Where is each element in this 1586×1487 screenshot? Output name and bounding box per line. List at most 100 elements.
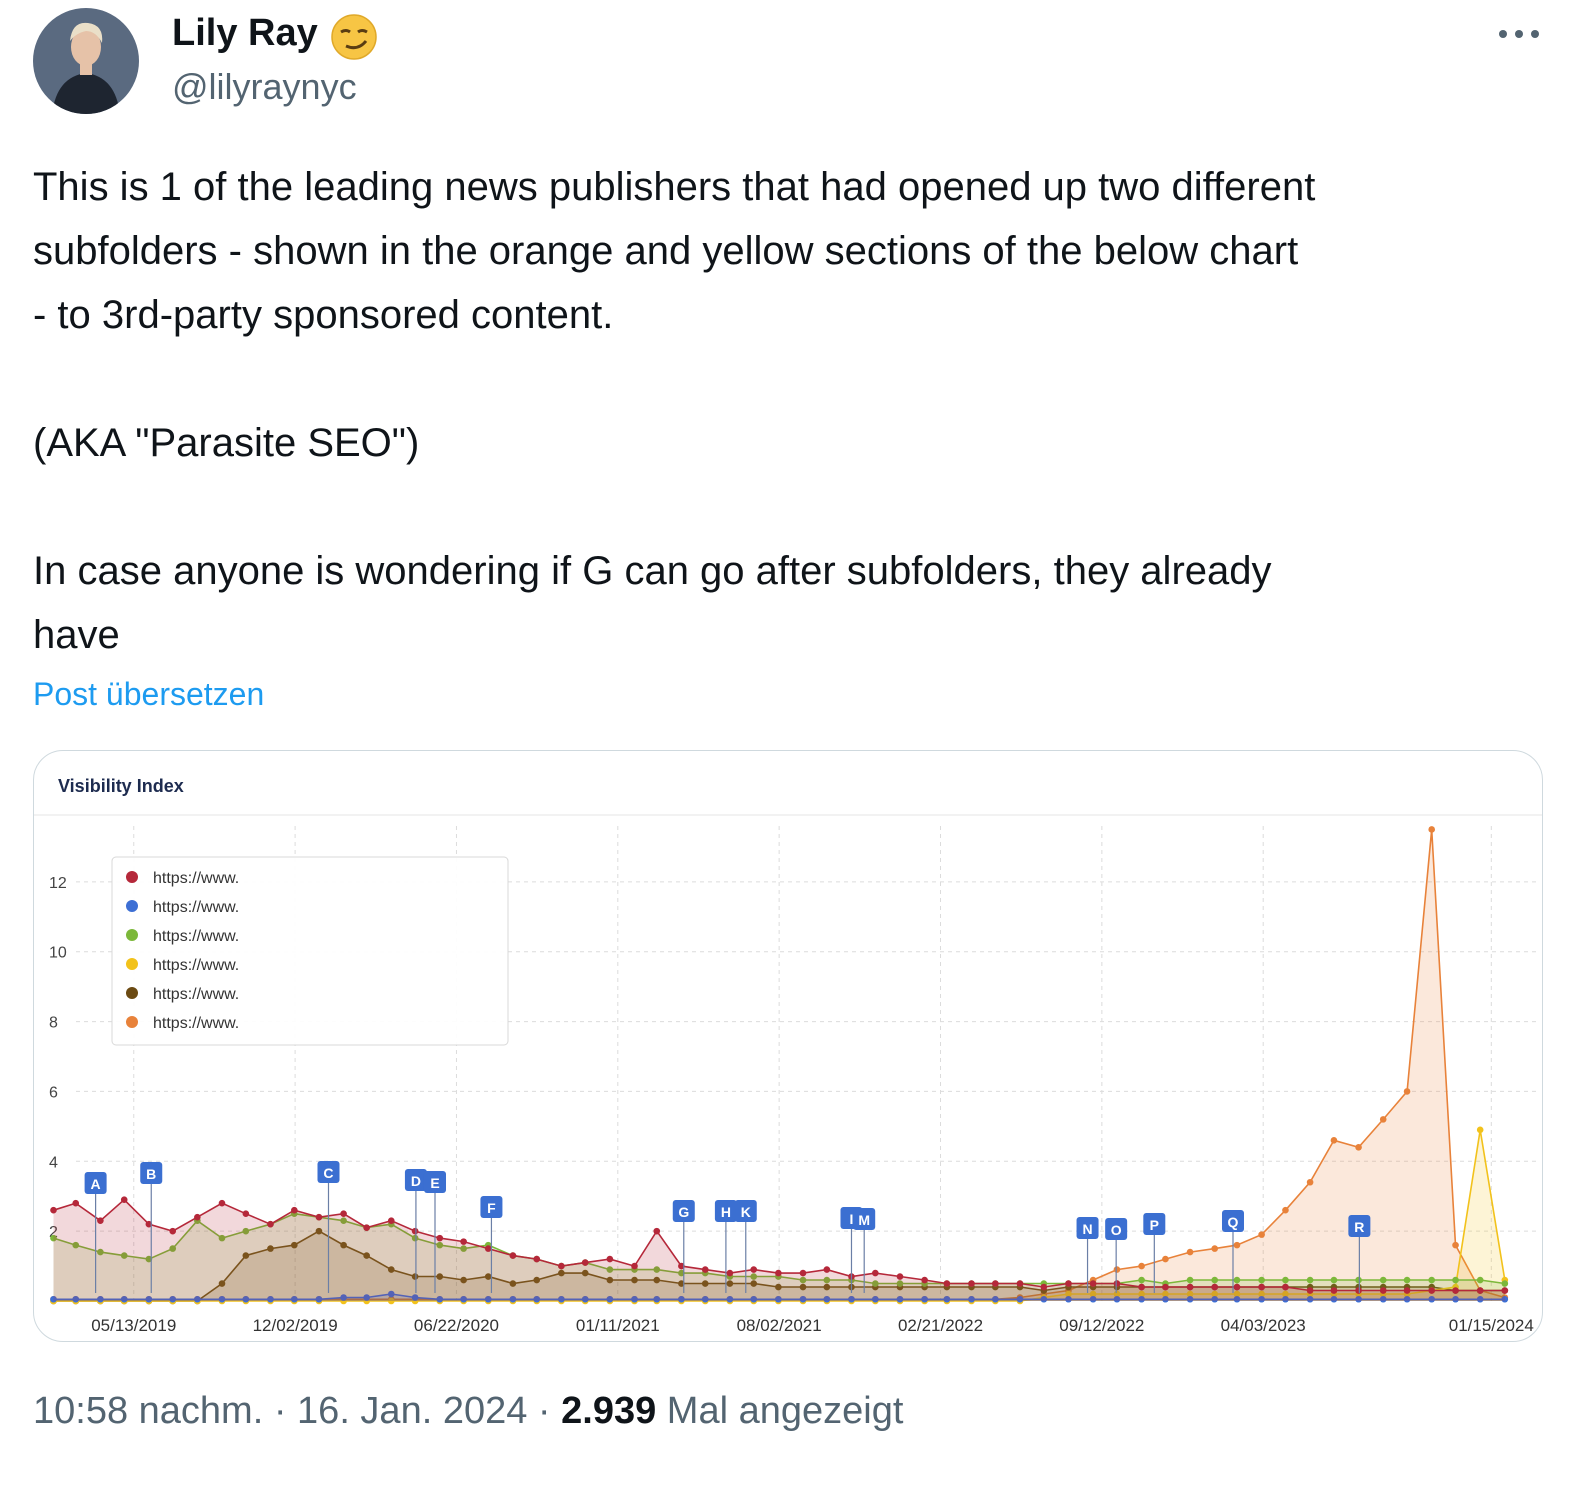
data-point xyxy=(1330,1276,1338,1284)
data-point xyxy=(653,1227,661,1235)
translate-link[interactable]: Post übersetzen xyxy=(33,676,265,712)
data-point xyxy=(340,1210,347,1217)
data-point xyxy=(1113,1295,1121,1303)
legend-marker xyxy=(126,871,138,883)
data-point xyxy=(631,1276,638,1284)
data-point xyxy=(799,1276,807,1284)
author-name[interactable]: Lily Ray xyxy=(172,12,318,54)
legend-marker xyxy=(126,987,138,999)
data-point xyxy=(1089,1295,1097,1303)
chart-image[interactable]: Visibility Index 2 4 6 8 10 12 05/13/2019 12/02/… xyxy=(33,750,1543,1342)
data-point xyxy=(194,1295,201,1303)
data-point xyxy=(436,1273,444,1280)
data-point xyxy=(606,1295,614,1303)
event-label: G xyxy=(678,1204,689,1220)
author-handle[interactable]: @lilyraynyc xyxy=(172,66,357,107)
data-point xyxy=(218,1295,226,1303)
data-point xyxy=(1233,1283,1241,1291)
event-label: D xyxy=(411,1173,421,1189)
data-point xyxy=(1186,1276,1194,1284)
data-point xyxy=(1306,1276,1314,1284)
data-point xyxy=(1113,1290,1121,1298)
data-point xyxy=(1428,1287,1435,1294)
data-point xyxy=(1403,1088,1411,1095)
data-point xyxy=(1162,1255,1169,1263)
event-flag xyxy=(317,1161,340,1183)
data-point xyxy=(1452,1276,1459,1284)
data-point xyxy=(1330,1287,1338,1294)
data-point xyxy=(701,1266,709,1273)
data-point xyxy=(992,1295,999,1303)
data-point xyxy=(1065,1295,1072,1303)
data-point xyxy=(50,1295,57,1303)
data-point xyxy=(968,1280,975,1287)
event-label: M xyxy=(858,1212,870,1228)
data-point xyxy=(1282,1283,1289,1291)
data-point xyxy=(1138,1276,1145,1284)
data-point xyxy=(50,1206,57,1214)
legend-marker xyxy=(126,958,138,970)
data-point xyxy=(1040,1283,1048,1291)
data-point xyxy=(1282,1290,1289,1298)
paragraph: (AKA "Parasite SEO") xyxy=(33,411,1315,475)
data-point xyxy=(823,1283,831,1291)
data-point xyxy=(387,1217,395,1224)
text-line: subfolders - shown in the orange and yel… xyxy=(33,229,1299,273)
data-point xyxy=(701,1280,709,1287)
data-point xyxy=(750,1273,758,1280)
data-point xyxy=(1355,1144,1362,1151)
data-point xyxy=(97,1295,104,1303)
data-point xyxy=(558,1262,565,1270)
data-point xyxy=(872,1269,879,1277)
data-point xyxy=(1330,1295,1338,1303)
data-point xyxy=(242,1210,250,1217)
data-point xyxy=(1113,1280,1121,1287)
data-point xyxy=(72,1295,80,1303)
text-line: This is 1 of the leading news publishers… xyxy=(33,165,1316,209)
y-tick-label: 4 xyxy=(49,1154,58,1171)
data-point xyxy=(1186,1283,1194,1291)
data-point xyxy=(726,1280,734,1287)
data-point xyxy=(1403,1276,1411,1284)
data-point xyxy=(72,1241,80,1249)
text-line: In case anyone is wondering if G can go … xyxy=(33,549,1272,593)
text-line: (AKA "Parasite SEO") xyxy=(33,421,420,465)
data-point xyxy=(1452,1295,1459,1303)
separator: · xyxy=(537,1390,551,1432)
x-tick-label: 08/02/2021 xyxy=(737,1316,822,1335)
data-point xyxy=(943,1280,951,1287)
event-flag xyxy=(1076,1217,1099,1239)
data-point xyxy=(1138,1295,1145,1303)
event-label: N xyxy=(1082,1221,1092,1237)
legend-label: https://www. xyxy=(153,870,239,887)
data-point xyxy=(484,1295,492,1303)
data-point xyxy=(1162,1283,1169,1291)
data-point xyxy=(799,1295,807,1303)
event-flag xyxy=(1105,1218,1128,1240)
data-point xyxy=(799,1269,807,1277)
more-menu[interactable] xyxy=(1496,24,1542,44)
data-point xyxy=(1211,1245,1219,1252)
x-tick-label: 05/13/2019 xyxy=(91,1316,176,1335)
data-point xyxy=(726,1269,734,1277)
data-point xyxy=(363,1294,370,1301)
time: 10:58 nachm. xyxy=(33,1390,264,1432)
data-point xyxy=(1282,1295,1289,1303)
avatar[interactable] xyxy=(32,7,140,115)
data-point xyxy=(1138,1262,1145,1270)
chart: Visibility Index 2 4 6 8 10 12 05/13/2019 12/02/… xyxy=(34,776,1542,1335)
data-point xyxy=(145,1255,153,1263)
data-point xyxy=(775,1269,782,1277)
data-point xyxy=(1233,1241,1241,1249)
data-point xyxy=(823,1276,831,1284)
data-point xyxy=(50,1234,57,1242)
event-label: O xyxy=(1111,1222,1122,1238)
data-point xyxy=(1379,1116,1387,1123)
data-point xyxy=(606,1276,614,1284)
tweet-meta: 10:58 nachm. · 16. Jan. 2024 · 2.939 Mal… xyxy=(33,1390,903,1433)
data-point xyxy=(1162,1295,1169,1303)
event-flag xyxy=(714,1200,737,1222)
data-point xyxy=(436,1241,444,1249)
data-point xyxy=(1233,1295,1241,1303)
